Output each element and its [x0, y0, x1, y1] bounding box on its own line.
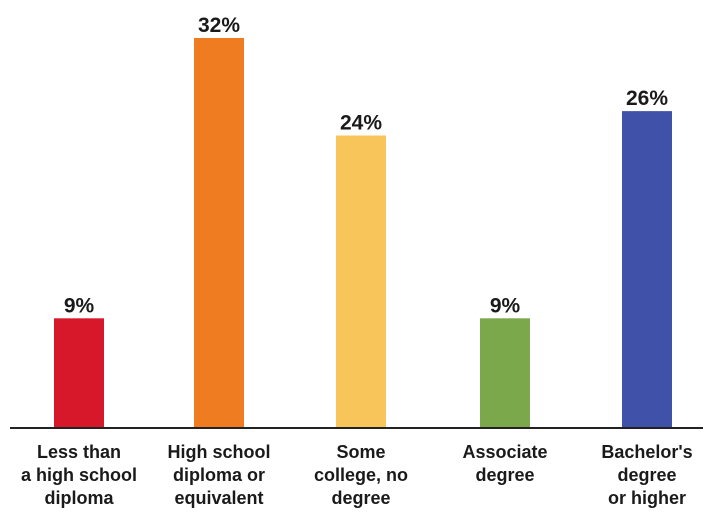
value-label-2: 24%: [340, 112, 382, 135]
bars-group: [54, 38, 672, 428]
bar-3: [480, 318, 530, 428]
category-label-0-line-1: a high school: [21, 465, 137, 485]
category-label-4-line-2: or higher: [608, 488, 686, 508]
category-label-1-line-0: High school: [168, 442, 271, 462]
bar-0: [54, 318, 104, 428]
category-label-3: Associate degree: [462, 442, 547, 485]
value-label-3: 9%: [490, 294, 521, 317]
category-label-2: Some college, no degree: [314, 442, 408, 508]
category-label-1-line-1: diploma or: [173, 465, 265, 485]
category-label-1-line-2: equivalent: [174, 488, 263, 508]
value-labels-group: 9% 32% 24% 9% 26%: [64, 14, 669, 317]
category-label-4: Bachelor's degree or higher: [601, 442, 692, 508]
category-label-0: Less than a high school diploma: [21, 442, 137, 508]
category-label-1: High school diploma or equivalent: [168, 442, 271, 508]
value-label-1: 32%: [198, 14, 240, 37]
value-label-4: 26%: [626, 87, 668, 110]
category-label-0-line-0: Less than: [37, 442, 121, 462]
category-label-2-line-2: degree: [331, 488, 390, 508]
category-label-3-line-1: degree: [475, 465, 534, 485]
category-label-3-line-0: Associate: [462, 442, 547, 462]
category-label-0-line-2: diploma: [44, 488, 114, 508]
value-label-0: 9%: [64, 294, 95, 317]
category-label-2-line-1: college, no: [314, 465, 408, 485]
category-label-2-line-0: Some: [336, 442, 385, 462]
bar-4: [622, 111, 672, 428]
category-label-4-line-0: Bachelor's: [601, 442, 692, 462]
bar-2: [336, 135, 386, 428]
category-label-4-line-1: degree: [617, 465, 676, 485]
bar-1: [194, 38, 244, 428]
category-labels-group: Less than a high school diploma High school…: [21, 442, 693, 508]
